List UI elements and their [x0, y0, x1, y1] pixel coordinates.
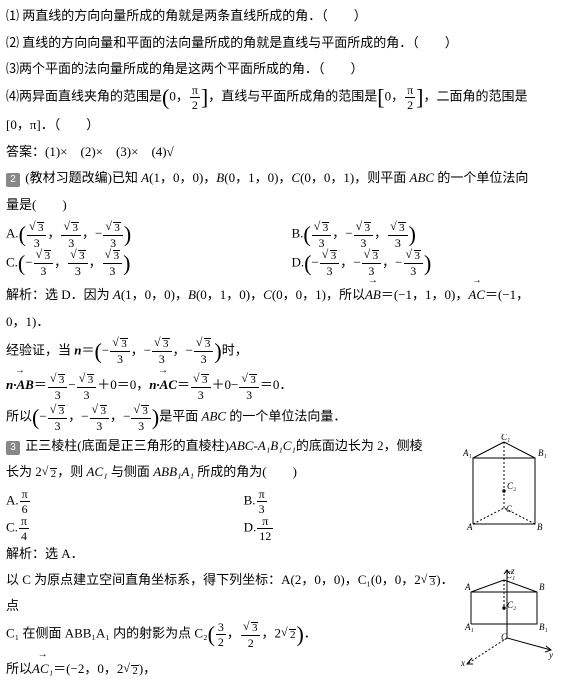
q2: 2 (教材习题改编)已知 A(1，0，0)，B(0，1，0)，C(0，0，1)，…: [6, 166, 555, 191]
svg-text:A: A: [464, 582, 471, 592]
plane-ABC: ABC: [410, 170, 435, 185]
svg-text:A: A: [466, 522, 473, 532]
label: A.: [6, 225, 19, 240]
vec-AC: AC: [468, 277, 485, 308]
coords-A: (1，0，0)，: [149, 170, 216, 185]
svg-text:A₁: A₁: [463, 448, 472, 458]
pi-over-2: π2: [405, 84, 415, 111]
stmt-4b: [0，π]．（ ）: [6, 113, 555, 138]
svg-text:A₁: A₁: [464, 622, 474, 632]
point-A: A: [141, 170, 149, 185]
q3-optA: A.π6: [6, 488, 225, 515]
svg-text:B: B: [537, 522, 543, 532]
text: ⑷两异面直线夹角的范围是: [6, 89, 162, 104]
q2-optB: B.(33，−33，33): [291, 220, 555, 249]
coords-B: (0，1，0)，: [224, 170, 291, 185]
svg-text:C₂: C₂: [507, 600, 516, 610]
text: (教材习题改编)已知: [25, 170, 141, 185]
stmt-2: ⑵ 直线的方向向量和平面的法向量所成的角就是直线与平面所成的角．（ ）: [6, 31, 555, 56]
text: 解析：选 D．因为: [6, 287, 113, 302]
figure-prism-1: A B C A₁ B₁ C₁ C₂: [463, 434, 555, 542]
qnum-icon: 2: [6, 173, 20, 187]
svg-text:y: y: [548, 650, 553, 660]
figure-prism-2: A₁B₁C₁ ABC C₂ xyz: [459, 568, 555, 668]
svg-text:B₁: B₁: [538, 448, 547, 458]
q3-options-row1: A.π6 B.π3: [6, 488, 463, 515]
lbracket: [: [377, 85, 384, 110]
q3-explain-1: 解析：选 A．: [6, 542, 555, 567]
q2-optA: A.(33，33，−33): [6, 220, 270, 249]
q2-optD: D.(−33，−33，−33): [291, 249, 555, 278]
rbracket: ]: [416, 85, 423, 110]
svg-text:z: z: [510, 568, 515, 576]
zero: 0，: [385, 89, 405, 104]
q2-explain-4: 所以(−33，−33，−33)是平面 ABC 的一个单位法向量．: [6, 403, 555, 432]
label: B.: [291, 225, 303, 240]
q2-explain-3: n·AB＝33−33＋0＝0，n·AC＝33＋0−33＝0．: [6, 367, 555, 400]
q3-optD: D.π12: [244, 515, 463, 542]
stmt-3: ⑶两个平面的法向量所成的角是这两个平面所成的角．（ ）: [6, 57, 555, 82]
q3-optB: B.π3: [244, 488, 463, 515]
pi-over-2: π2: [190, 84, 200, 111]
vec-AB: AB: [365, 277, 381, 308]
answers-1: 答案：(1)× (2)× (3)× (4)√: [6, 140, 555, 165]
text: 的一个单位法向: [434, 170, 528, 185]
label: C.: [6, 254, 18, 269]
point-C: C: [291, 170, 300, 185]
svg-text:C₂: C₂: [507, 481, 516, 491]
qnum-icon: 3: [6, 441, 20, 455]
svg-text:C: C: [501, 632, 508, 642]
q3-optC: C.π4: [6, 515, 225, 542]
q2-explain-2: 经验证，当 n＝(−33，−33，−33)时，: [6, 337, 555, 366]
q2-explain-1b: 0，1)．: [6, 310, 555, 335]
svg-text:C: C: [506, 504, 513, 514]
svg-text:B: B: [539, 582, 545, 592]
coords-C: (0，0，1)，则平面: [300, 170, 409, 185]
q2-explain-1: 解析：选 D．因为 A(1，0，0)，B(0，1，0)，C(0，0，1)，所以A…: [6, 277, 555, 308]
q2-options-row1: A.(33，33，−33) B.(33，−33，33): [6, 220, 555, 249]
svg-text:x: x: [460, 658, 465, 668]
label: D.: [291, 254, 304, 269]
svg-text:C₁: C₁: [501, 434, 510, 442]
text: ，直线与平面所成角的范围是: [208, 89, 377, 104]
q3-options-row2: C.π4 D.π12: [6, 515, 463, 542]
stmt-4: ⑷两异面直线夹角的范围是(0，π2]，直线与平面所成角的范围是[0，π2]，二面…: [6, 84, 555, 111]
text: ，二面角的范围是: [424, 89, 528, 104]
stmt-1: ⑴ 两直线的方向向量所成的角就是两条直线所成的角．（ ）: [6, 4, 555, 29]
q2-tail: 量是( ): [6, 193, 555, 218]
svg-text:B₁: B₁: [539, 622, 548, 632]
zero: 0，: [169, 89, 189, 104]
q2-optC: C.(−33，33，33): [6, 249, 270, 278]
